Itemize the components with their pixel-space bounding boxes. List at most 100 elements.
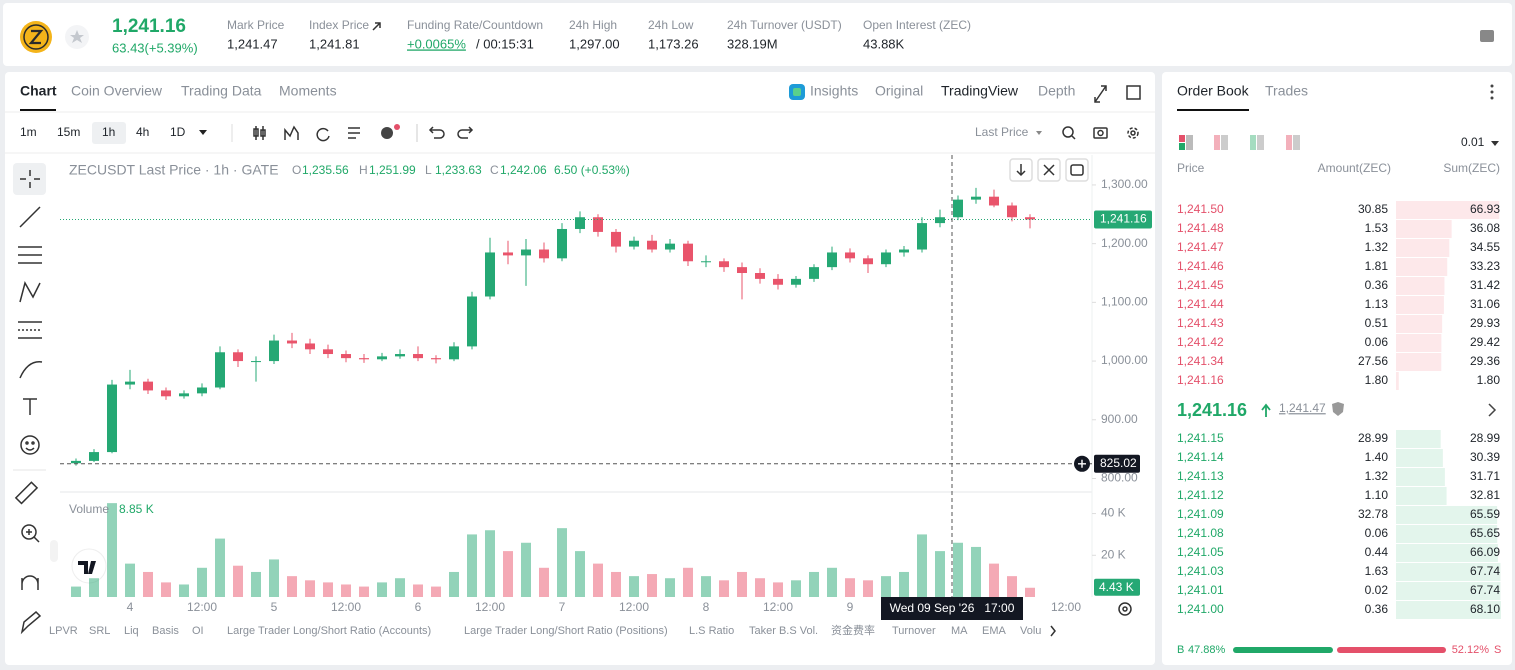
indicator[interactable]: OI xyxy=(192,625,204,637)
candle-body xyxy=(665,243,675,250)
book-price[interactable]: 1,241.14 xyxy=(1177,450,1224,464)
interval[interactable]: 1h xyxy=(102,125,115,139)
interval[interactable]: 15m xyxy=(57,125,80,139)
book-price[interactable]: 1,241.42 xyxy=(1177,335,1224,349)
book-tab[interactable]: Trades xyxy=(1265,83,1308,99)
toolbar-icons[interactable] xyxy=(253,124,1139,142)
indicator[interactable]: 资金费率 xyxy=(831,623,875,637)
interval[interactable]: 1m xyxy=(20,125,37,139)
volume-value: 8.85 K xyxy=(119,502,154,516)
volume-bar xyxy=(305,580,315,597)
chart-tab[interactable]: Moments xyxy=(279,83,337,99)
precision[interactable]: 0.01 xyxy=(1461,135,1485,149)
price-type[interactable]: Last Price xyxy=(975,125,1029,139)
volume-bar xyxy=(647,574,657,597)
settings-icon[interactable] xyxy=(1118,602,1132,616)
chart-tab[interactable]: Coin Overview xyxy=(71,83,163,99)
logo xyxy=(20,21,52,53)
indicator[interactable]: Large Trader Long/Short Ratio (Accounts) xyxy=(227,625,431,637)
time-tick-label: 12:00 xyxy=(763,600,793,614)
volume-bar xyxy=(233,565,243,597)
right-icon[interactable] xyxy=(1480,30,1494,42)
book-sum: 31.71 xyxy=(1470,469,1500,483)
expand-icon[interactable] xyxy=(1094,85,1107,103)
book-price[interactable]: 1,241.47 xyxy=(1177,240,1224,254)
volume-bar xyxy=(845,578,855,597)
view-tab[interactable]: Depth xyxy=(1038,83,1075,99)
book-layout-icons[interactable] xyxy=(1179,135,1499,150)
view-tab[interactable]: TradingView xyxy=(941,83,1019,99)
indicator[interactable]: Large Trader Long/Short Ratio (Positions… xyxy=(464,625,668,637)
drawing-toolbar[interactable] xyxy=(13,163,46,635)
time-tick-label: 7 xyxy=(559,600,566,614)
book-price[interactable]: 1,241.15 xyxy=(1177,431,1224,445)
book-price[interactable]: 1,241.05 xyxy=(1177,545,1224,559)
indicator[interactable]: Liq xyxy=(124,625,139,637)
indicator[interactable]: LPVR xyxy=(49,625,78,637)
dropdown-caret[interactable] xyxy=(199,130,207,135)
ohlc-label: C xyxy=(490,163,499,177)
chart-tab[interactable]: Chart xyxy=(20,83,57,99)
book-sum: 28.99 xyxy=(1470,431,1500,445)
indicator[interactable]: Basis xyxy=(152,625,179,637)
layout-icon[interactable] xyxy=(1126,85,1141,100)
book-sum: 29.93 xyxy=(1470,316,1500,330)
book-tab[interactable]: Order Book xyxy=(1177,83,1250,99)
interval[interactable]: 1D xyxy=(170,125,186,139)
candle-body xyxy=(71,460,81,464)
book-price[interactable]: 1,241.09 xyxy=(1177,507,1224,521)
indicator[interactable]: SRL xyxy=(89,625,110,637)
book-price[interactable]: 1,241.00 xyxy=(1177,602,1224,616)
book-price[interactable]: 1,241.44 xyxy=(1177,297,1224,311)
book-amount: 0.06 xyxy=(1365,335,1389,349)
indicator[interactable]: L.S Ratio xyxy=(689,625,734,637)
depth-bar xyxy=(1396,220,1452,238)
volume-bar xyxy=(251,571,261,597)
ohlc-label: O xyxy=(292,163,301,177)
favorite-button[interactable] xyxy=(65,25,89,49)
time-tick-label: 8 xyxy=(703,600,710,614)
book-price[interactable]: 1,241.43 xyxy=(1177,316,1224,330)
book-price[interactable]: 1,241.12 xyxy=(1177,488,1224,502)
book-price[interactable]: 1,241.50 xyxy=(1177,202,1224,216)
view-tab[interactable]: Insights xyxy=(810,83,858,99)
indicator[interactable]: EMA xyxy=(982,625,1007,637)
view-tab[interactable]: Original xyxy=(875,83,923,99)
crosshair-time-tag xyxy=(881,597,1023,620)
book-amount: 0.36 xyxy=(1365,602,1389,616)
book-sum: 33.23 xyxy=(1470,259,1500,273)
ohlc-value: 1,242.06 xyxy=(500,163,547,177)
volume-tag-label: 4.43 K xyxy=(1099,580,1134,594)
depth-bar xyxy=(1396,468,1445,486)
book-price[interactable]: 1,241.34 xyxy=(1177,354,1224,368)
indicator[interactable]: MA xyxy=(951,625,968,637)
book-price[interactable]: 1,241.13 xyxy=(1177,469,1224,483)
book-amount: 1.13 xyxy=(1365,297,1389,311)
volume-bar xyxy=(287,576,297,597)
indicator[interactable]: Taker B.S Vol. xyxy=(749,625,818,637)
book-price[interactable]: 1,241.16 xyxy=(1177,373,1224,387)
interval[interactable]: 4h xyxy=(136,125,149,139)
scroll-right[interactable] xyxy=(1050,625,1056,637)
chart-tab[interactable]: Trading Data xyxy=(181,83,262,99)
book-price[interactable]: 1,241.46 xyxy=(1177,259,1224,273)
book-price[interactable]: 1,241.45 xyxy=(1177,278,1224,292)
collapse-toolbar[interactable] xyxy=(50,540,58,562)
candle-body xyxy=(1025,217,1035,220)
book-price[interactable]: 1,241.08 xyxy=(1177,526,1224,540)
time-tick-label: 12:00 xyxy=(475,600,505,614)
chart-buttons[interactable] xyxy=(1009,158,1089,182)
indicator[interactable]: Volu xyxy=(1020,625,1041,637)
last-price-tag xyxy=(1094,210,1152,229)
indicator[interactable]: Turnover xyxy=(892,625,936,637)
volume-bar xyxy=(503,551,513,597)
more-icon[interactable] xyxy=(1490,84,1494,100)
volume-bar xyxy=(701,576,711,597)
book-price[interactable]: 1,241.01 xyxy=(1177,583,1224,597)
book-amount: 0.51 xyxy=(1365,316,1389,330)
depth-bar xyxy=(1396,353,1442,371)
book-price[interactable]: 1,241.03 xyxy=(1177,564,1224,578)
book-sum: 65.59 xyxy=(1470,507,1500,521)
book-price[interactable]: 1,241.48 xyxy=(1177,221,1224,235)
